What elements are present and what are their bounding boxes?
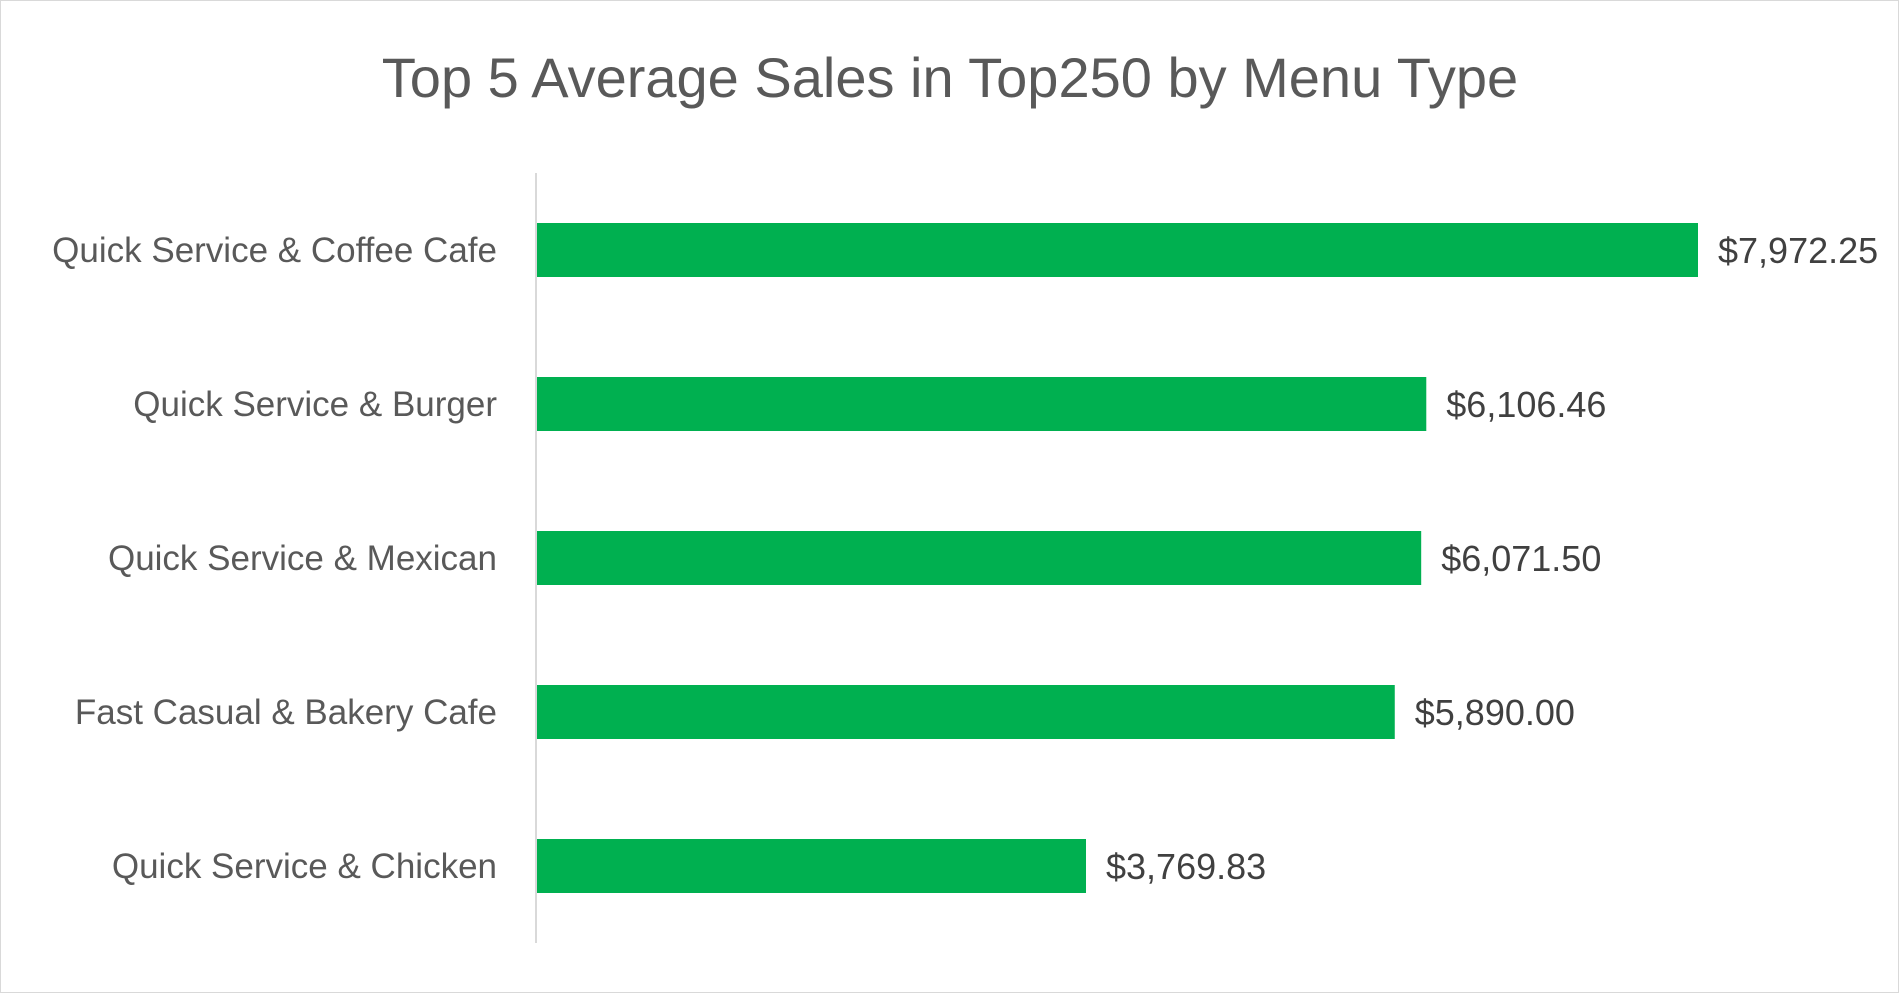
bars-group: Quick Service & Coffee Cafe $7,972.25 Quic…	[52, 223, 1878, 893]
bar-quick-service-and-coffee-cafe	[537, 223, 1698, 277]
category-label-fast-casual-and-bakery-cafe: Fast Casual & Bakery Cafe	[75, 693, 497, 732]
category-label-quick-service-and-mexican: Quick Service & Mexican	[108, 539, 497, 578]
data-label-fast-casual-and-bakery-cafe: $5,890.00	[1415, 692, 1575, 733]
category-label-quick-service-and-coffee-cafe: Quick Service & Coffee Cafe	[52, 231, 497, 270]
category-label-quick-service-and-burger: Quick Service & Burger	[133, 385, 497, 424]
chart-title: Top 5 Average Sales in Top250 by Menu Ty…	[382, 46, 1518, 109]
data-label-quick-service-and-coffee-cafe: $7,972.25	[1718, 230, 1878, 271]
bar-quick-service-and-burger	[537, 377, 1427, 431]
bar-quick-service-and-mexican	[537, 531, 1422, 585]
bar-fast-casual-and-bakery-cafe	[537, 685, 1395, 739]
category-label-quick-service-and-chicken: Quick Service & Chicken	[112, 847, 497, 886]
bar-quick-service-and-chicken	[537, 839, 1087, 893]
data-label-quick-service-and-burger: $6,106.46	[1446, 384, 1606, 425]
data-label-quick-service-and-chicken: $3,769.83	[1106, 846, 1266, 887]
data-label-quick-service-and-mexican: $6,071.50	[1441, 538, 1601, 579]
